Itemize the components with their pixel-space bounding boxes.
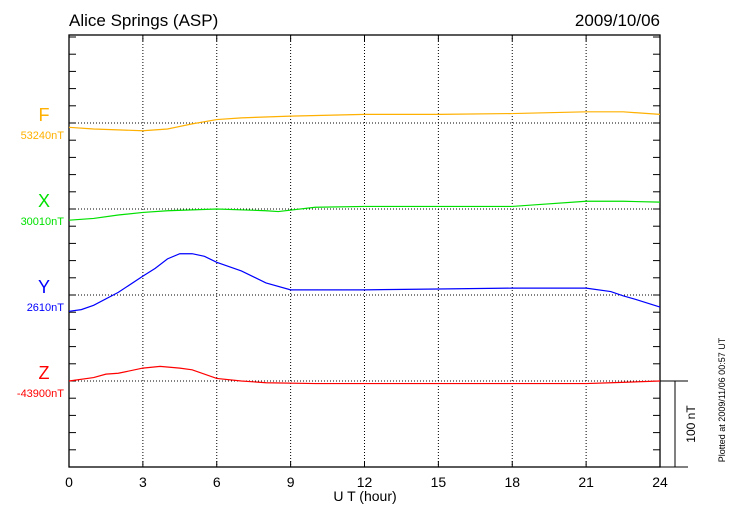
x-axis-label: U T (hour): [333, 488, 397, 504]
plot-timestamp: Plotted at 2009/11/06 00:57 UT: [717, 337, 727, 462]
x-tick-label: 24: [652, 474, 668, 490]
x-tick-label: 6: [213, 474, 221, 490]
x-tick-label: 3: [139, 474, 147, 490]
chart-date: 2009/10/06: [574, 11, 660, 30]
series-name-Y: Y: [38, 277, 50, 297]
x-tick-label: 9: [287, 474, 295, 490]
baseline-label-Z: -43900nT: [17, 388, 64, 400]
baseline-label-X: 30010nT: [21, 216, 65, 228]
x-tick-label: 15: [431, 474, 447, 490]
baseline-label-F: 53240nT: [21, 130, 65, 142]
x-tick-label: 18: [504, 474, 520, 490]
series-line-F: [68, 111, 661, 132]
series-name-X: X: [38, 191, 50, 211]
series-line-X: [68, 200, 661, 221]
x-tick-label: 21: [578, 474, 594, 490]
baseline-label-Y: 2610nT: [27, 302, 65, 314]
series-name-Z: Z: [39, 363, 50, 383]
series-name-F: F: [39, 105, 50, 125]
scale-bar-label: 100 nT: [684, 405, 698, 443]
plot-frame: [68, 34, 661, 468]
chart-title: Alice Springs (ASP): [69, 11, 219, 30]
series-line-Y: [68, 253, 661, 312]
x-tick-label: 12: [357, 474, 373, 490]
series-line-Z: [68, 365, 661, 385]
x-tick-label: 0: [65, 474, 73, 490]
